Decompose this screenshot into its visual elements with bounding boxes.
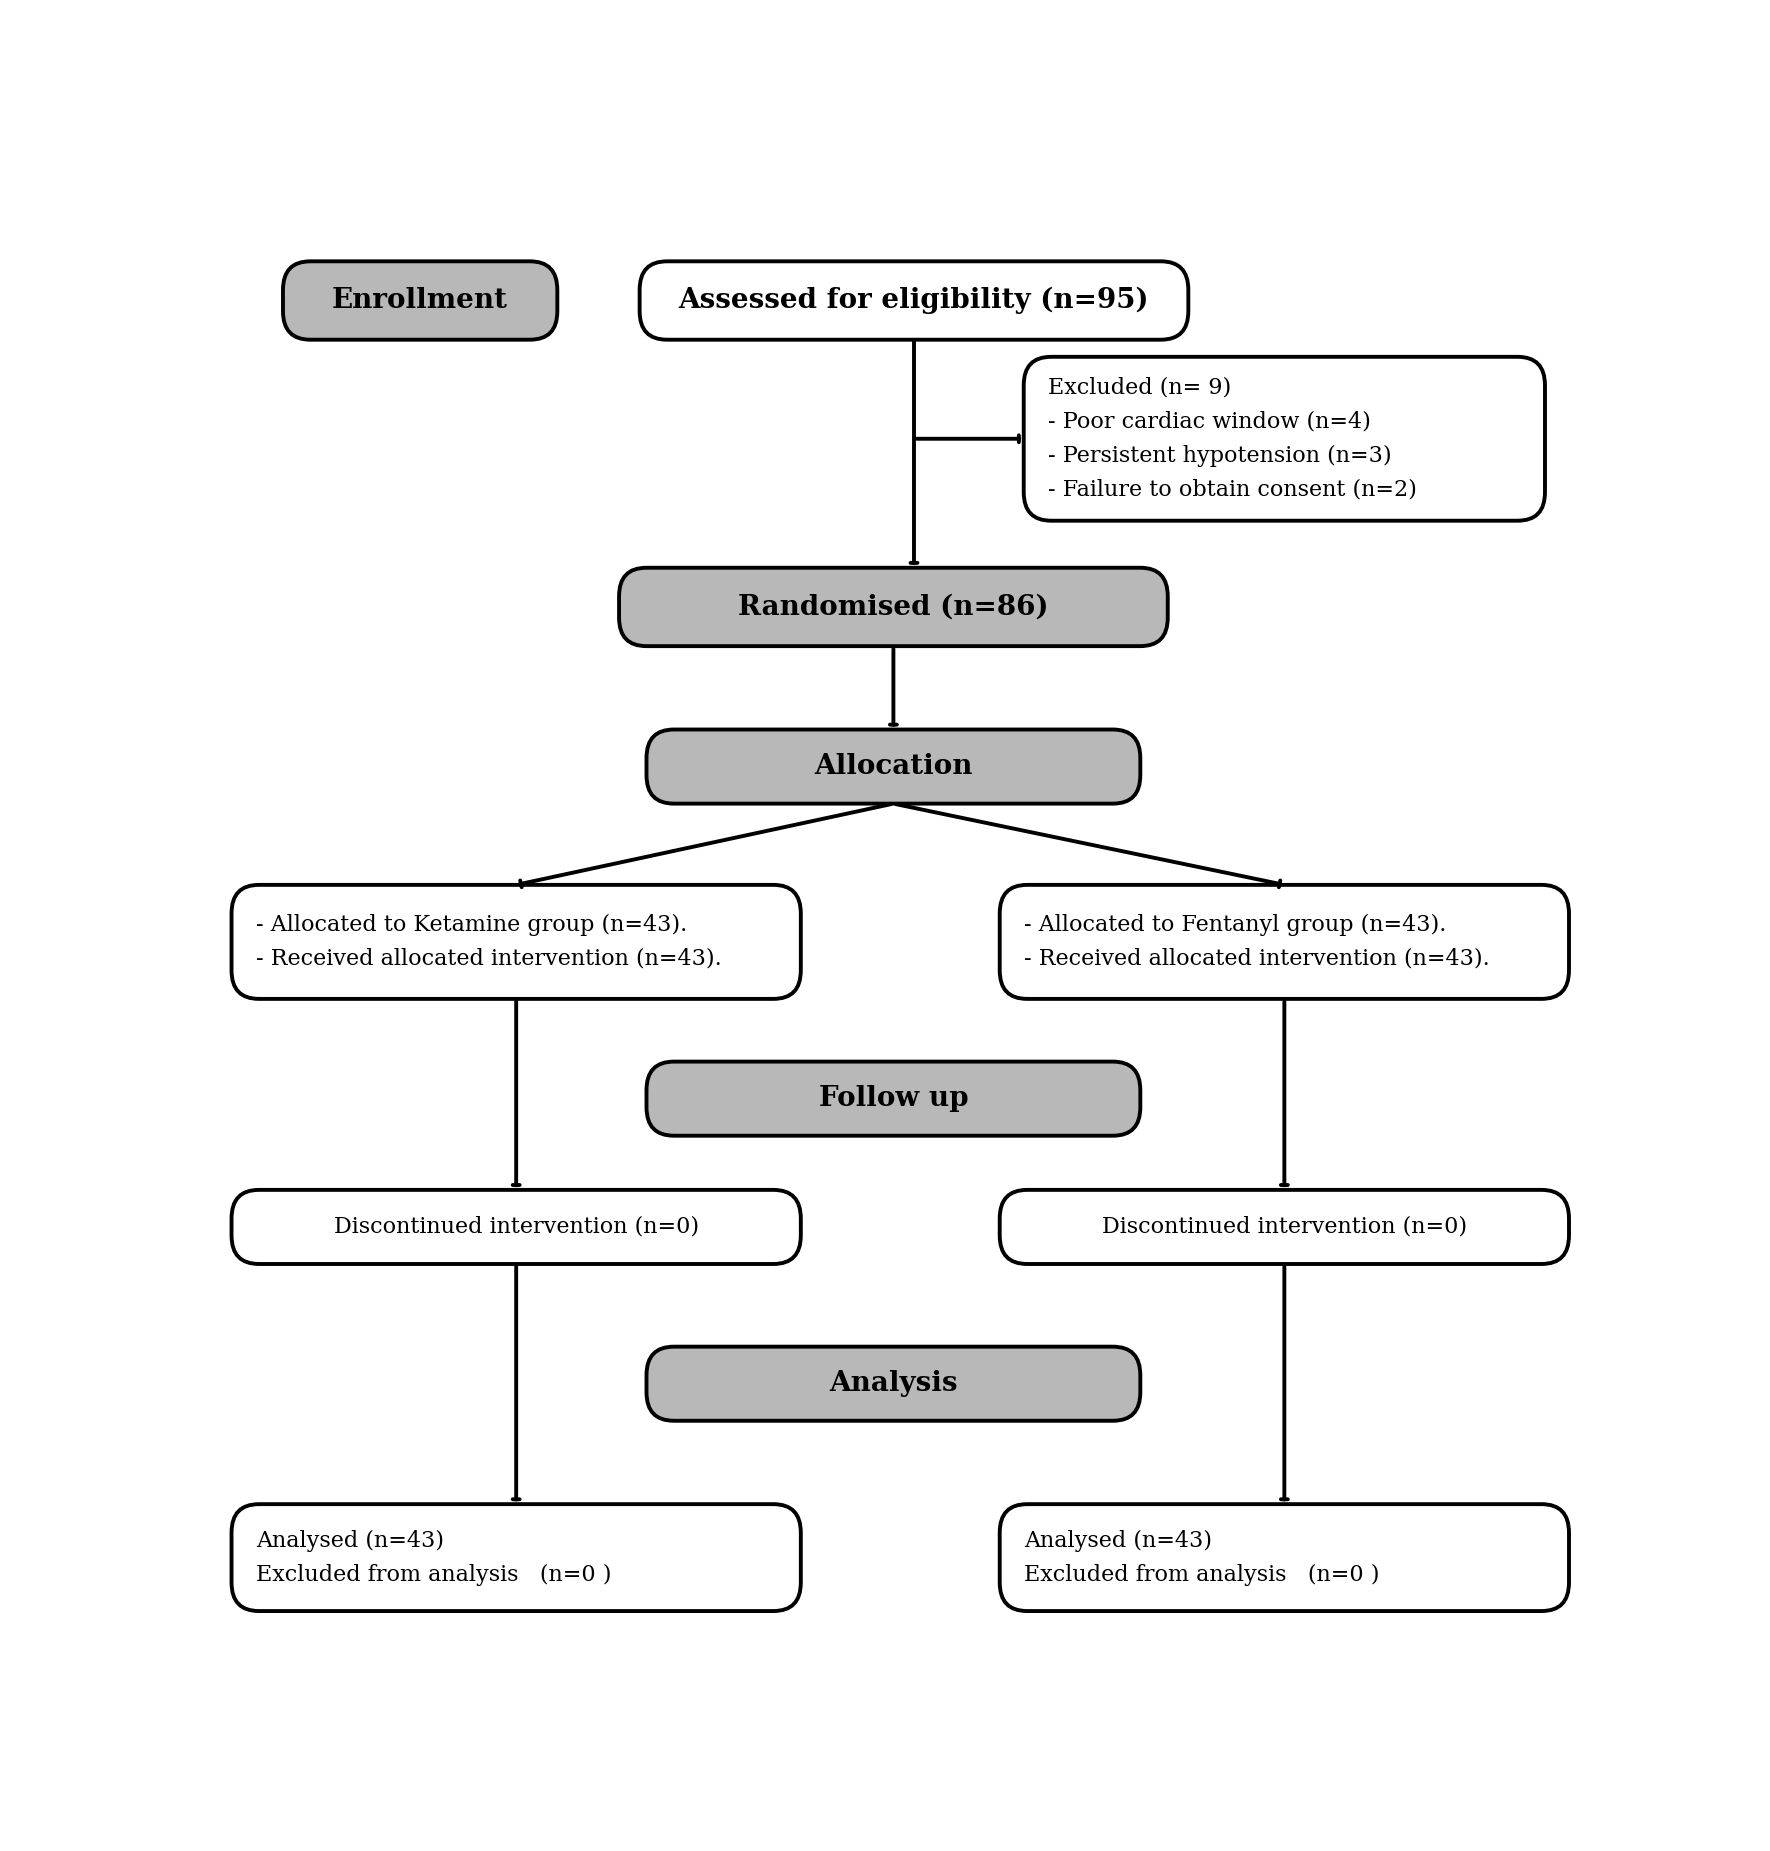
- Text: Follow up: Follow up: [818, 1085, 968, 1112]
- FancyBboxPatch shape: [639, 261, 1188, 341]
- FancyBboxPatch shape: [232, 1190, 800, 1264]
- Text: - Allocated to Ketamine group (n=43).
- Received allocated intervention (n=43).: - Allocated to Ketamine group (n=43). - …: [257, 914, 722, 970]
- Text: Randomised (n=86): Randomised (n=86): [738, 594, 1048, 620]
- Text: Excluded (n= 9)
- Poor cardiac window (n=4)
- Persistent hypotension (n=3)
- Fai: Excluded (n= 9) - Poor cardiac window (n…: [1048, 378, 1418, 500]
- FancyBboxPatch shape: [232, 1505, 800, 1610]
- FancyBboxPatch shape: [283, 261, 558, 341]
- FancyBboxPatch shape: [1023, 357, 1545, 520]
- Text: Analysis: Analysis: [828, 1370, 958, 1398]
- FancyBboxPatch shape: [646, 1062, 1140, 1137]
- Text: - Allocated to Fentanyl group (n=43).
- Received allocated intervention (n=43).: - Allocated to Fentanyl group (n=43). - …: [1025, 914, 1490, 970]
- Text: Enrollment: Enrollment: [333, 287, 508, 315]
- Text: Discontinued intervention (n=0): Discontinued intervention (n=0): [333, 1216, 699, 1238]
- Text: Analysed (n=43)
Excluded from analysis   (n=0 ): Analysed (n=43) Excluded from analysis (…: [1025, 1529, 1381, 1586]
- Text: Analysed (n=43)
Excluded from analysis   (n=0 ): Analysed (n=43) Excluded from analysis (…: [257, 1529, 612, 1586]
- Text: Discontinued intervention (n=0): Discontinued intervention (n=0): [1101, 1216, 1467, 1238]
- FancyBboxPatch shape: [646, 1348, 1140, 1422]
- Text: Allocation: Allocation: [814, 753, 974, 779]
- Text: Assessed for eligibility (n=95): Assessed for eligibility (n=95): [678, 287, 1149, 315]
- FancyBboxPatch shape: [646, 729, 1140, 803]
- FancyBboxPatch shape: [1000, 1190, 1568, 1264]
- FancyBboxPatch shape: [1000, 885, 1568, 1000]
- FancyBboxPatch shape: [232, 885, 800, 1000]
- FancyBboxPatch shape: [1000, 1505, 1568, 1610]
- FancyBboxPatch shape: [620, 568, 1168, 646]
